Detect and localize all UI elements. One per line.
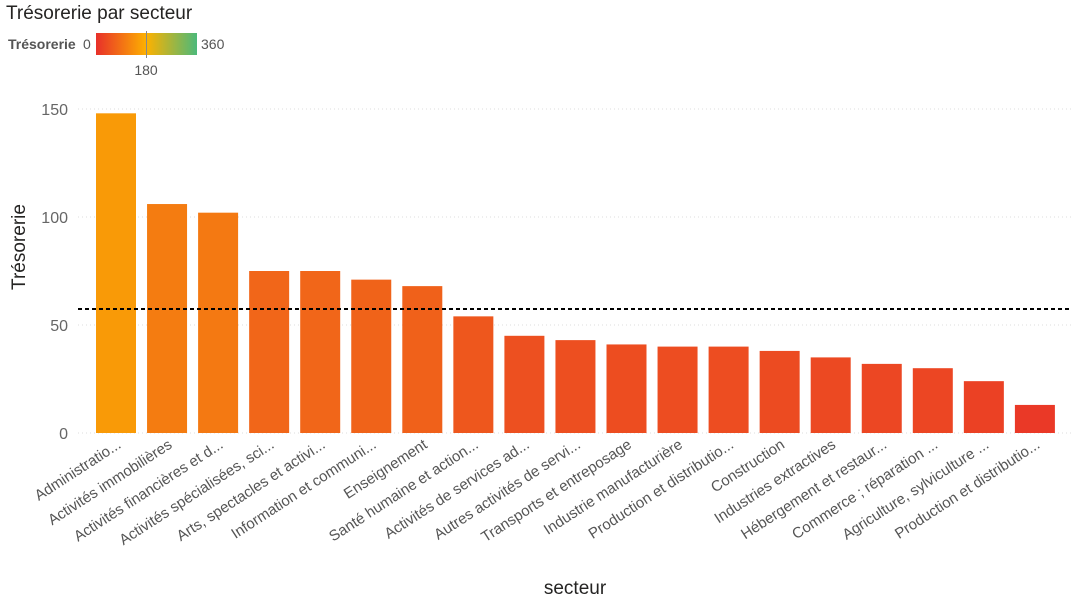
bar	[351, 279, 392, 433]
bar	[402, 286, 443, 433]
y-tick-label: 100	[41, 210, 68, 227]
bar	[96, 113, 136, 433]
bar	[912, 368, 953, 433]
bar	[147, 204, 188, 433]
chart-title: Trésorerie par secteur	[6, 3, 193, 24]
bar	[963, 381, 1004, 433]
bars	[96, 113, 1055, 433]
bar	[810, 357, 851, 433]
bar	[861, 363, 902, 433]
legend-title: Trésorerie	[8, 36, 76, 52]
bar	[555, 340, 596, 433]
bar	[504, 335, 545, 433]
bar	[759, 350, 800, 433]
legend-mid-label: 180	[134, 62, 158, 78]
bar	[249, 271, 290, 433]
bar	[300, 271, 341, 433]
bar	[1014, 404, 1055, 433]
legend-max-label: 360	[201, 36, 225, 52]
y-tick-label: 0	[59, 426, 68, 443]
bar	[708, 346, 749, 433]
legend-min-label: 0	[83, 36, 91, 52]
x-axis-title: secteur	[544, 578, 607, 599]
bar	[606, 344, 647, 433]
legend: Trésorerie 0 360 180	[8, 31, 225, 78]
y-tick-label: 150	[41, 102, 68, 119]
y-axis-ticks: 0 50 100 150	[41, 102, 68, 443]
y-axis-title: Trésorerie	[9, 204, 30, 290]
bar	[453, 316, 494, 433]
bar	[657, 346, 698, 433]
x-axis-labels: Administratio...Activités immobilièresAc…	[32, 436, 1043, 549]
bar	[198, 212, 239, 433]
y-tick-label: 50	[50, 318, 68, 335]
